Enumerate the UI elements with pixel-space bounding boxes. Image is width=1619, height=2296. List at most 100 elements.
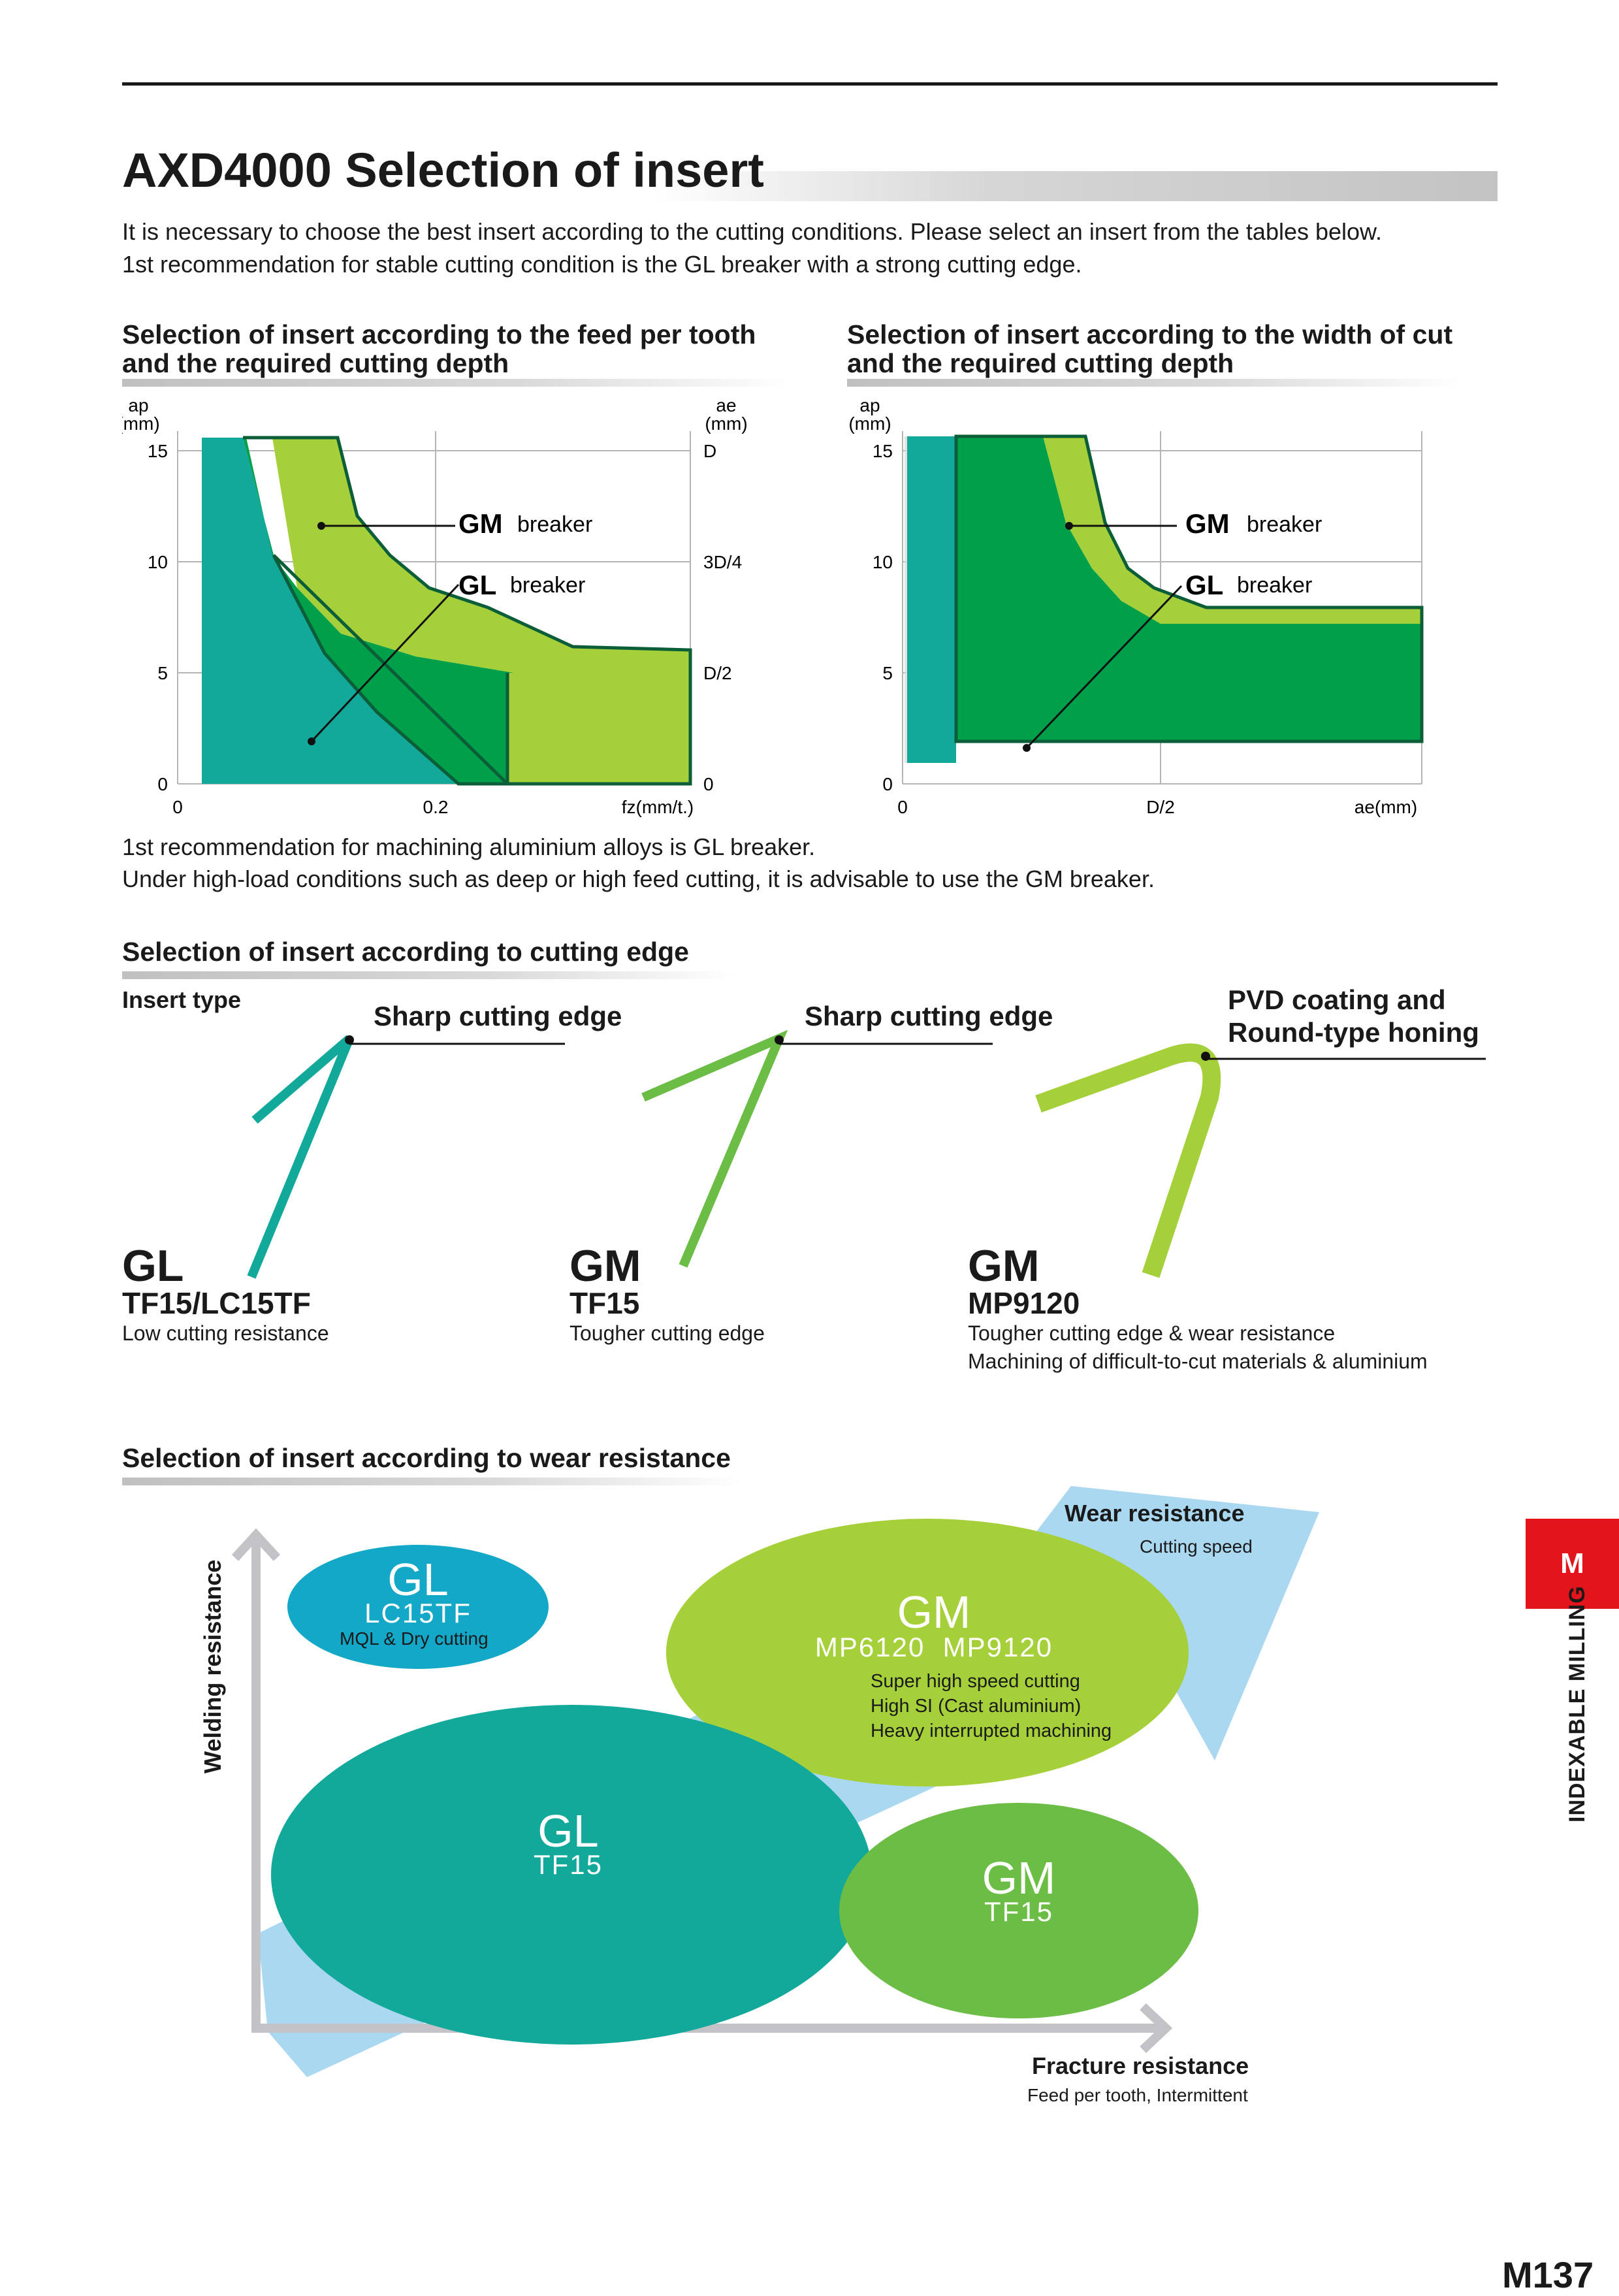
insert-type-label: Insert type [122, 986, 242, 1013]
width-y-tick: 0 [882, 774, 893, 794]
feed-ap-label: ap [128, 395, 148, 415]
width-y-tick: 10 [873, 552, 893, 572]
wear-diagram [231, 1486, 1319, 2077]
insert-edge-diagrams [247, 1029, 1486, 1279]
gl-edge-label: Sharp cutting edge [374, 1001, 622, 1031]
insert-gl-desc: Low cutting resistance [122, 1321, 329, 1345]
page-title: AXD4000 Selection of insert [122, 143, 764, 197]
feed-y-tick: 10 [148, 552, 168, 572]
fracture-axis-sub: Feed per tooth, Intermittent [1027, 2085, 1248, 2105]
width-gm-code: GM [1185, 508, 1230, 539]
width-gl-area [907, 436, 956, 763]
width-ap-label: ap [859, 395, 880, 415]
gl-edge-dot [345, 1035, 354, 1044]
bubble-gl-tf15 [271, 1705, 872, 2045]
gm-mp-edge-shape [1035, 1043, 1221, 1278]
feed-ae-unit: (mm) [705, 413, 747, 434]
feed-right-tick: D [703, 441, 716, 461]
width-gl-code: GL [1185, 570, 1223, 600]
bubble-gm-tf15-text: GM TF15 [982, 1852, 1056, 1927]
feed-x-tick: 0.2 [423, 797, 449, 817]
intro-line-2: 1st recommendation for stable cutting co… [122, 251, 1082, 278]
insert-gl-caption: GL TF15/LC15TF Low cutting resistance [122, 1241, 329, 1348]
feed-y-tick: 5 [157, 663, 168, 683]
width-y-tick: 15 [873, 441, 893, 461]
bubble-gl-lc15tf [287, 1545, 549, 1669]
feed-y-tick: 15 [148, 441, 168, 461]
width-outline [954, 434, 1424, 743]
gm-mp-edge-label: PVD coating and Round-type honing [1228, 984, 1479, 1048]
width-x-tick: ae(mm) [1355, 797, 1417, 817]
bubble-gl-tf15-text: GL TF15 [533, 1805, 603, 1880]
feed-right-tick: 0 [703, 774, 714, 794]
width-section-bar [847, 379, 1461, 387]
y-axis-arrowhead [231, 1528, 281, 1561]
x-axis-arrowhead [1140, 2003, 1173, 2054]
feed-gl-word: breaker [510, 573, 585, 598]
feed-gm-lower-block [507, 673, 690, 784]
insert-gm-tf-caption: GM TF15 Tougher cutting edge [569, 1241, 765, 1348]
section-tab-m[interactable]: M [1526, 1519, 1619, 1609]
intro-text: It is necessary to choose the best inser… [122, 216, 1382, 281]
feed-gl-leader [310, 583, 460, 743]
gl-edge-shape [247, 1035, 354, 1279]
feed-outline [243, 436, 692, 786]
width-gm-word: breaker [1247, 512, 1322, 537]
wear-section-heading: Selection of insert according to wear re… [122, 1443, 731, 1473]
bubble-gm-tf15 [839, 1803, 1198, 2018]
wear-title: Wear resistance [1065, 1500, 1245, 1527]
feed-section-bar [122, 379, 788, 387]
feed-ae-label: ae [716, 395, 736, 415]
width-gm-dark [956, 436, 1422, 741]
feed-gl-area [202, 438, 458, 784]
fracture-axis-title: Fracture resistance [1032, 2052, 1249, 2079]
edge-section-heading: Selection of insert according to cutting… [122, 937, 689, 967]
bubble-gl-lc15tf-text: GL LC15TF [364, 1554, 472, 1628]
insert-gm-tf-grade: TF15 [569, 1286, 640, 1320]
top-rule [122, 82, 1498, 86]
width-x-tick: D/2 [1146, 797, 1175, 817]
gm-tf-edge-shape [641, 1029, 788, 1268]
feed-section-heading: Selection of insert according to the fee… [122, 319, 756, 378]
feed-x-tick: 0 [172, 797, 183, 817]
insert-gm-tf-code: GM [569, 1241, 641, 1291]
feed-ap-unit: (mm) [122, 413, 160, 434]
bubble-gm-mp [666, 1519, 1189, 1787]
insert-gm-mp-grade: MP9120 [968, 1286, 1080, 1320]
recommendation-text: 1st recommendation for machining alumini… [122, 833, 1155, 892]
width-y-tick: 5 [882, 663, 893, 683]
insert-gm-mp-caption: GM MP9120 Tougher cutting edge & wear re… [968, 1241, 1428, 1376]
feed-gm-code: GM [458, 508, 503, 539]
feed-right-tick: 3D/4 [703, 552, 742, 572]
feed-chart: ap (mm) ae (mm) GM breaker GL breaker 15… [122, 395, 748, 817]
bubble-gl-lc15tf-note: MQL & Dry cutting [340, 1628, 489, 1649]
width-gl-leader [1025, 585, 1183, 749]
feed-x-tick: fz(mm/t.) [622, 797, 694, 817]
insert-gm-mp-code: GM [968, 1241, 1040, 1291]
insert-gl-grade: TF15/LC15TF [122, 1286, 311, 1320]
width-section-heading: Selection of insert according to the wid… [847, 319, 1453, 378]
wear-sub: Cutting speed [1140, 1536, 1253, 1557]
feed-right-tick: D/2 [703, 663, 732, 683]
insert-gl-code: GL [122, 1241, 184, 1291]
width-ap-unit: (mm) [848, 413, 891, 434]
page-number: M137 [1502, 2254, 1594, 2295]
section-tab-label: INDEXABLE MILLING [1565, 1585, 1590, 1822]
feed-gm-light [272, 438, 690, 673]
wear-section-bar [122, 1478, 743, 1485]
bubble-gm-mp-text: GM MP6120 MP9120 [814, 1587, 1053, 1662]
edge-section-bar [122, 971, 736, 979]
gm-tf-edge-dot [775, 1035, 784, 1044]
insert-gm-tf-desc: Tougher cutting edge [569, 1321, 765, 1345]
welding-axis-label: Welding resistance [199, 1559, 226, 1773]
feed-gl-code: GL [458, 570, 496, 600]
insert-gm-mp-desc-2: Machining of difficult-to-cut materials … [968, 1350, 1428, 1373]
gm-tf-edge-label: Sharp cutting edge [805, 1001, 1053, 1031]
feed-gm-word: breaker [517, 512, 592, 537]
feed-y-tick: 0 [157, 774, 168, 794]
insert-gm-mp-desc-1: Tougher cutting edge & wear resistance [968, 1321, 1336, 1345]
width-gl-word: breaker [1237, 573, 1312, 598]
width-x-tick: 0 [897, 797, 908, 817]
intro-line-1: It is necessary to choose the best inser… [122, 218, 1383, 245]
width-chart: ap (mm) GM breaker GL breaker 15 10 5 0 … [848, 395, 1424, 817]
